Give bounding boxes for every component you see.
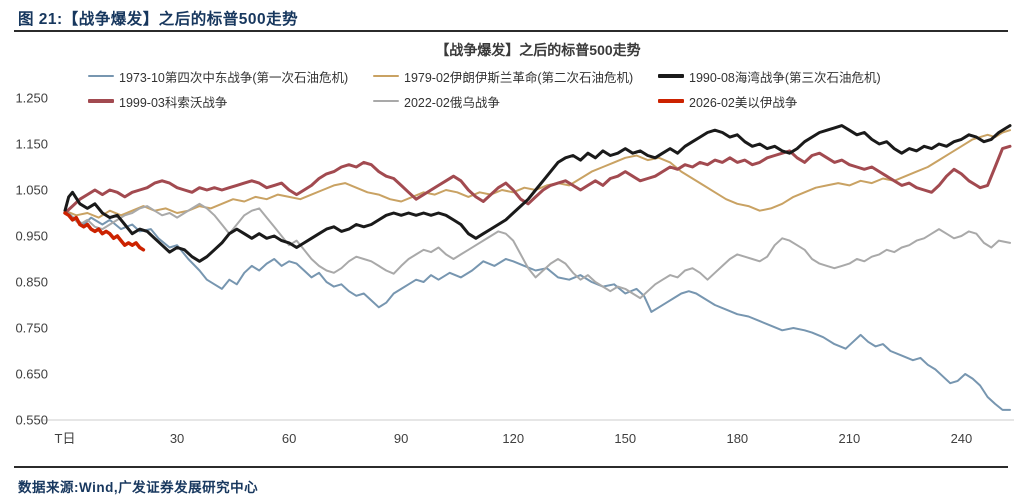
legend-item: 2022-02俄乌战争 <box>373 91 658 111</box>
chart-title: 【战争爆发】之后的标普500走势 <box>435 42 641 58</box>
series-line <box>63 124 1012 263</box>
legend: 1973-10第四次中东战争(第一次石油危机) 1979-02伊朗伊斯兰革命(第二… <box>88 66 881 111</box>
x-tick-label: 150 <box>614 431 636 446</box>
x-tick-label: 60 <box>282 431 296 446</box>
legend-label: 2026-02美以伊战争 <box>689 95 798 110</box>
legend-item: 2026-02美以伊战争 <box>658 91 881 111</box>
series-line <box>63 144 1012 215</box>
legend-swatch <box>373 74 399 78</box>
x-tick-label: 180 <box>726 431 748 446</box>
y-tick-label: 1.250 <box>15 91 48 106</box>
figure-title: 图 21:【战争爆发】之后的标普500走势 <box>18 11 299 28</box>
legend-label: 1979-02伊朗伊斯兰革命(第二次石油危机) <box>404 70 634 85</box>
y-tick-label: 0.850 <box>15 275 48 290</box>
legend-swatch <box>88 74 114 78</box>
x-tick-label: T日 <box>55 431 76 446</box>
x-tick-label: 30 <box>170 431 184 446</box>
legend-swatch <box>88 99 114 103</box>
y-tick-label: 0.950 <box>15 229 48 244</box>
legend-swatch <box>658 99 684 103</box>
legend-item: 1999-03科索沃战争 <box>88 91 373 111</box>
y-tick-label: 0.650 <box>15 367 48 382</box>
series-line <box>64 129 1011 219</box>
y-tick-label: 0.550 <box>15 413 48 428</box>
series-line <box>64 209 1011 411</box>
source-divider <box>14 466 1008 468</box>
y-tick-label: 0.750 <box>15 321 48 336</box>
source-text: 数据来源:Wind,广发证券发展研究中心 <box>18 480 259 495</box>
legend-item: 1973-10第四次中东战争(第一次石油危机) <box>88 66 373 86</box>
x-tick-label: 240 <box>951 431 973 446</box>
legend-label: 1999-03科索沃战争 <box>119 95 228 110</box>
title-divider <box>14 30 1008 32</box>
legend-label: 2022-02俄乌战争 <box>404 95 500 110</box>
legend-label: 1973-10第四次中东战争(第一次石油危机) <box>119 70 349 85</box>
series-line <box>64 202 1011 300</box>
legend-label: 1990-08海湾战争(第三次石油危机) <box>689 70 881 85</box>
x-tick-label: 90 <box>394 431 408 446</box>
legend-item: 1990-08海湾战争(第三次石油危机) <box>658 66 881 86</box>
legend-swatch <box>373 99 399 103</box>
series-line <box>63 211 146 252</box>
y-tick-label: 1.150 <box>15 137 48 152</box>
legend-swatch <box>658 74 684 78</box>
y-tick-label: 1.050 <box>15 183 48 198</box>
x-tick-label: 210 <box>839 431 861 446</box>
legend-item: 1979-02伊朗伊斯兰革命(第二次石油危机) <box>373 66 658 86</box>
x-tick-label: 120 <box>502 431 524 446</box>
